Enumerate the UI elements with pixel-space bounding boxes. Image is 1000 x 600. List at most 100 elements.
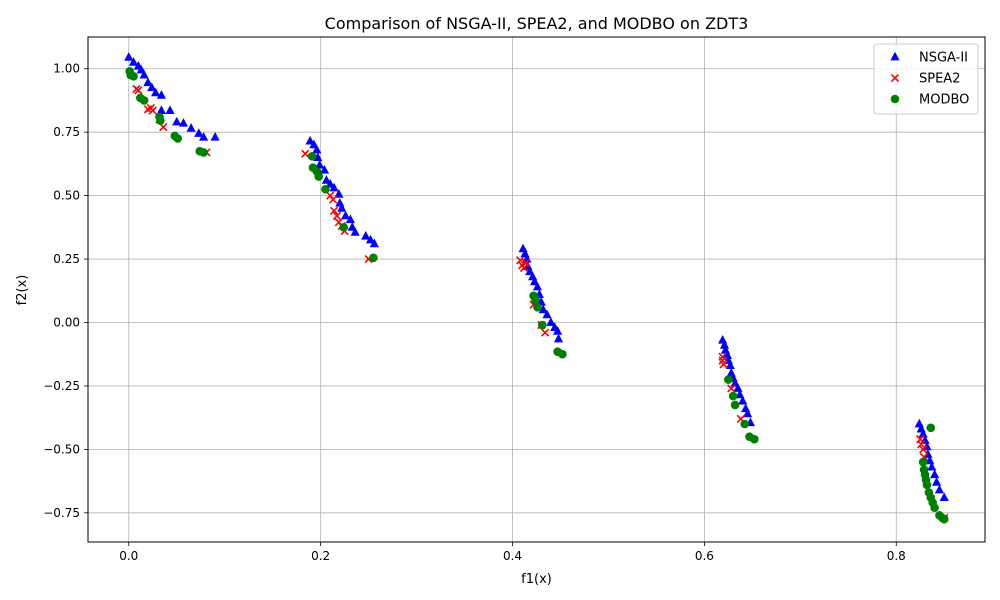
nsga-ii-point xyxy=(542,309,552,319)
plot-frame xyxy=(87,36,986,543)
modbo-point xyxy=(314,172,324,181)
nsga-ii-point xyxy=(735,389,745,399)
legend-box xyxy=(873,43,979,115)
nsga-ii-point xyxy=(934,484,945,494)
x-tick-label: 0.8 xyxy=(887,549,906,563)
modbo-point xyxy=(129,72,138,81)
chart-title: Comparison of NSGA-II, SPEA2, and MODBO … xyxy=(325,14,749,33)
legend: NSGA-II SPEA2 MODBO xyxy=(873,43,979,115)
nsga-ii-point xyxy=(165,105,175,114)
nsga-ii-point xyxy=(361,231,371,240)
nsga-ii-point xyxy=(156,90,166,99)
series-modbo xyxy=(125,66,949,524)
spea2-point xyxy=(301,149,310,158)
x-tick-label: 0.2 xyxy=(311,549,330,563)
nsga-ii-point xyxy=(925,455,935,465)
modbo-point xyxy=(139,96,149,105)
nsga-ii-point xyxy=(124,52,134,61)
spea2-point xyxy=(719,360,728,369)
y-tick-label: −0.50 xyxy=(43,442,80,456)
nsga-ii-point xyxy=(147,82,157,92)
nsga-ii-point xyxy=(337,203,347,212)
nsga-ii-point xyxy=(718,335,728,344)
y-tick-label: 0.50 xyxy=(53,189,80,203)
spea2-point xyxy=(329,206,339,215)
nsga-ii-point xyxy=(918,428,928,438)
nsga-ii-point xyxy=(321,175,332,184)
nsga-ii-point xyxy=(546,317,556,326)
nsga-ii-point xyxy=(128,57,139,66)
modbo-point xyxy=(740,419,749,429)
spea2-point xyxy=(521,258,531,268)
nsga-ii-point xyxy=(334,189,344,198)
nsga-ii-point xyxy=(738,395,748,405)
spea2-point xyxy=(332,211,342,221)
y-tick-label: 0.75 xyxy=(53,125,80,139)
modbo-point xyxy=(156,116,165,126)
y-tick-label: 0.25 xyxy=(53,252,80,266)
nsga-ii-point xyxy=(305,135,315,145)
modbo-point xyxy=(199,148,208,157)
spea2-point xyxy=(134,86,143,95)
nsga-ii-point xyxy=(553,326,563,335)
legend-marker-spea2 xyxy=(890,73,900,83)
nsga-ii-point xyxy=(939,492,949,501)
modbo-point xyxy=(728,391,738,401)
nsga-ii-point xyxy=(156,105,166,114)
nsga-ii-point xyxy=(538,304,548,314)
nsga-ii-point xyxy=(365,234,376,244)
spea2-point xyxy=(918,445,928,454)
y-tick-label: 0.00 xyxy=(53,315,80,329)
modbo-point xyxy=(531,295,540,304)
nsga-ii-point xyxy=(345,214,355,224)
nsga-ii-point xyxy=(553,333,564,343)
modbo-point xyxy=(173,134,182,143)
nsga-ii-point xyxy=(172,116,182,126)
spea2-point xyxy=(516,256,525,265)
modbo-point xyxy=(939,514,949,524)
modbo-point xyxy=(321,184,330,194)
x-tick-label: 0.6 xyxy=(695,549,714,563)
nsga-ii-point xyxy=(178,118,189,127)
legend-label-spea2: SPEA2 xyxy=(919,72,960,87)
spea2-point xyxy=(727,384,736,393)
modbo-point xyxy=(922,480,932,490)
data-points xyxy=(124,52,949,524)
nsga-ii-point xyxy=(742,408,753,418)
modbo-point xyxy=(533,302,542,312)
nsga-ii-point xyxy=(930,469,940,479)
modbo-point xyxy=(724,375,733,384)
spea2-point xyxy=(519,263,529,273)
spea2-point xyxy=(148,106,157,115)
nsga-ii-point xyxy=(325,178,335,188)
series-nsga-ii xyxy=(124,52,949,501)
modbo-point xyxy=(339,223,348,232)
nsga-ii-point xyxy=(312,144,322,154)
modbo-point xyxy=(918,457,928,467)
spea2-point xyxy=(328,195,338,204)
nsga-ii-point xyxy=(199,132,209,141)
modbo-point xyxy=(307,151,317,161)
y-axis-label: f2(x) xyxy=(15,275,30,306)
nsga-ii-point xyxy=(151,87,161,97)
x-axis-label: f1(x) xyxy=(521,572,552,587)
nsga-ii-point xyxy=(741,403,751,413)
y-tick-label: −0.25 xyxy=(43,379,80,393)
nsga-ii-point xyxy=(719,340,730,349)
grid xyxy=(88,37,985,542)
spea2-point xyxy=(917,440,926,449)
legend-label-nsga-ii: NSGA-II xyxy=(919,51,968,66)
modbo-point xyxy=(537,320,547,330)
nsga-ii-point xyxy=(315,159,325,169)
modbo-point xyxy=(930,503,939,513)
nsga-ii-point xyxy=(319,165,330,174)
nsga-ii-point xyxy=(931,477,942,486)
modbo-point xyxy=(558,349,567,359)
nsga-ii-point xyxy=(733,383,743,392)
nsga-ii-point xyxy=(194,128,204,137)
legend-marker-nsga-ii xyxy=(890,51,900,61)
y-tick-label: 1.00 xyxy=(53,62,80,76)
nsga-ii-point xyxy=(143,77,153,87)
y-tick-label: −0.75 xyxy=(43,506,80,520)
nsga-ii-point xyxy=(725,360,735,370)
